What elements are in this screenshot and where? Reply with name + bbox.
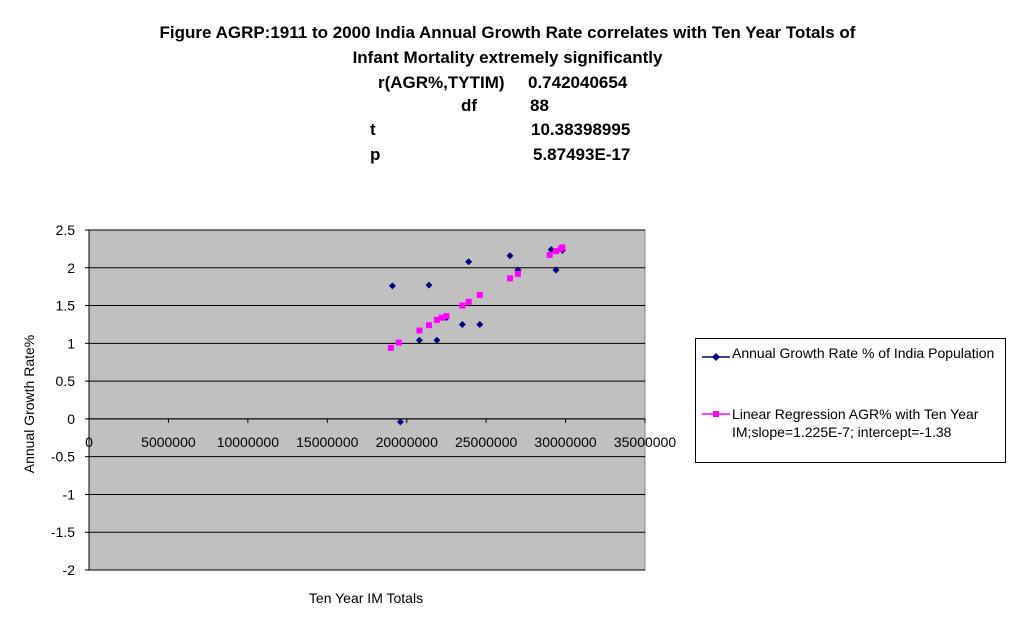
diamond-marker-icon: [702, 353, 730, 361]
data-point-regression: [459, 302, 466, 309]
y-tick-label: 2: [67, 260, 75, 276]
data-point-agr: [458, 320, 466, 328]
tick-labels: 2.5 2 1.5 1 0.5 0 -0.5 -1 -1.5 -2 0 5000000 10000000…: [51, 222, 676, 578]
x-tick-label: 5000000: [141, 434, 196, 450]
x-tick-label: 15000000: [296, 434, 359, 450]
data-point-regression: [506, 275, 513, 282]
data-point-regression: [433, 316, 440, 323]
data-point-regression: [416, 327, 423, 334]
p-value: 5.87493E-17: [533, 145, 631, 164]
legend: Annual Growth Rate % of India Population…: [695, 338, 1006, 463]
data-point-agr: [506, 252, 514, 260]
data-point-agr: [396, 418, 404, 426]
data-point-regression: [476, 291, 483, 298]
y-tick-label: 0: [67, 411, 75, 427]
x-tick-label: 35000000: [614, 434, 677, 450]
y-tick-label: -1.5: [51, 524, 75, 540]
y-axis-label: Annual Growth Rate%: [21, 335, 37, 474]
x-axis-label: Ten Year IM Totals: [309, 590, 423, 606]
y-tick-label: -1: [63, 486, 76, 502]
data-point-agr: [425, 281, 433, 289]
x-tick-label: 0: [85, 434, 93, 450]
series-regression-points: [387, 244, 566, 351]
data-point-agr: [465, 258, 473, 266]
data-point-agr: [433, 336, 441, 344]
chart-title-line-2: Infant Mortality extremely significantly: [352, 48, 663, 67]
data-point-regression: [387, 344, 394, 351]
legend-label-agr: Annual Growth Rate % of India Population: [732, 345, 995, 361]
df-label: df: [461, 96, 478, 115]
data-point-regression: [465, 298, 472, 305]
x-tick-label: 20000000: [376, 434, 439, 450]
y-tick-label: -2: [63, 562, 76, 578]
gridlines: [89, 229, 645, 571]
y-tick-label: -0.5: [51, 449, 75, 465]
t-label: t: [370, 120, 376, 139]
df-value: 88: [530, 96, 549, 115]
y-tick-label: 2.5: [56, 222, 76, 238]
y-tick-label: 0.5: [56, 373, 76, 389]
data-point-regression: [425, 322, 432, 329]
data-point-agr: [388, 282, 396, 290]
series-agr-points: [388, 246, 566, 426]
r-label: r(AGR%,TYTIM): [378, 73, 505, 92]
data-point-agr: [547, 246, 555, 254]
t-value: 10.38398995: [531, 120, 631, 139]
data-point-regression: [514, 270, 521, 277]
x-tick-label: 30000000: [534, 434, 597, 450]
r-value: 0.742040654: [528, 73, 628, 92]
legend-label-regression: Linear Regression AGR% with Ten Year IM;…: [732, 406, 979, 440]
axes: [88, 230, 645, 570]
data-point-regression: [559, 244, 566, 251]
data-point-regression: [546, 251, 553, 258]
y-tick-label: 1.5: [56, 298, 76, 314]
plot-area: [88, 229, 646, 571]
p-label: p: [370, 145, 381, 164]
data-point-agr: [415, 336, 423, 344]
data-point-regression: [553, 248, 560, 255]
chart-title-line-1: Figure AGRP:1911 to 2000 India Annual Gr…: [159, 23, 856, 42]
data-point-agr: [552, 266, 560, 274]
data-point-regression: [443, 313, 450, 320]
x-tick-label: 10000000: [217, 434, 280, 450]
x-tick-label: 25000000: [455, 434, 518, 450]
data-point-agr: [476, 320, 484, 328]
data-point-regression: [395, 339, 402, 346]
y-tick-label: 1: [67, 335, 75, 351]
square-marker-icon: [702, 411, 730, 417]
data-point-regression: [438, 314, 445, 321]
